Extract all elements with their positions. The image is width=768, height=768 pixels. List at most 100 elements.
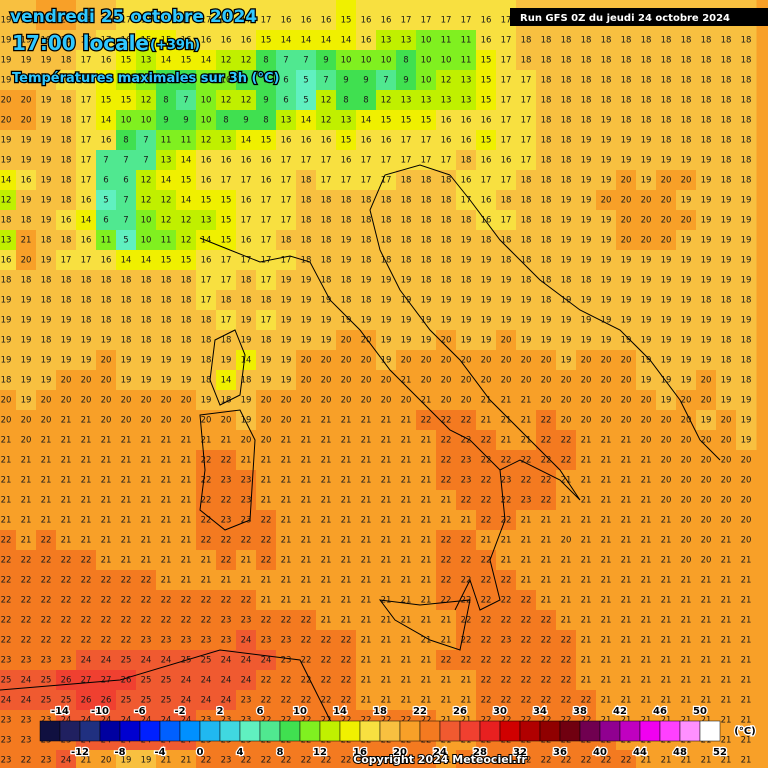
temperature-value: 21 <box>281 536 292 546</box>
temperature-cell <box>116 330 137 351</box>
temperature-cell <box>0 50 17 71</box>
temperature-cell <box>576 50 597 71</box>
temperature-cell <box>716 110 737 131</box>
temperature-value: 23 <box>221 756 232 766</box>
temperature-cell <box>16 210 37 231</box>
temperature-value: 24 <box>241 656 252 666</box>
temperature-value: 24 <box>221 656 232 666</box>
temperature-cell <box>456 30 477 51</box>
temperature-value: 20 <box>741 476 752 486</box>
temperature-value: 21 <box>281 436 292 446</box>
temperature-value: 19 <box>701 176 712 186</box>
temperature-value: 21 <box>441 516 452 526</box>
temperature-value: 21 <box>721 716 732 726</box>
temperature-cell <box>36 230 57 251</box>
temperature-cell <box>256 90 277 111</box>
temperature-cell <box>576 310 597 331</box>
temperature-value: 19 <box>741 416 752 426</box>
temperature-cell <box>336 190 357 211</box>
temperature-cell <box>256 50 277 71</box>
temperature-value: 18 <box>601 96 612 106</box>
temperature-cell <box>196 150 217 171</box>
temperature-value: 20 <box>101 376 112 386</box>
temperature-cell <box>616 210 637 231</box>
temperature-value: 12 <box>161 216 172 226</box>
temperature-cell <box>256 70 277 91</box>
temperature-value: 24 <box>241 636 252 646</box>
temperature-cell <box>336 170 357 191</box>
temperature-value: 19 <box>621 296 632 306</box>
temperature-value: 18 <box>681 96 692 106</box>
temperature-cell <box>396 250 417 271</box>
temperature-cell <box>336 250 357 271</box>
temperature-cell <box>96 130 117 151</box>
temperature-value: 18 <box>581 76 592 86</box>
temperature-value: 21 <box>421 616 432 626</box>
temperature-cell <box>416 250 437 271</box>
temperature-value: 21 <box>1 476 12 486</box>
temperature-value: 22 <box>441 476 452 486</box>
temperature-cell <box>316 50 337 71</box>
temperature-value: 21 <box>641 696 652 706</box>
temperature-cell <box>556 270 577 291</box>
temperature-value: 20 <box>641 436 652 446</box>
temperature-cell <box>236 90 257 111</box>
temperature-value: 19 <box>701 236 712 246</box>
temperature-value: 16 <box>81 196 92 206</box>
temperature-cell <box>596 30 617 51</box>
temperature-value: 21 <box>721 736 732 746</box>
temperature-value: 21 <box>161 436 172 446</box>
temperature-value: 20 <box>301 356 312 366</box>
temperature-value: 22 <box>81 596 92 606</box>
temperature-cell <box>16 330 37 351</box>
temperature-value: 18 <box>741 156 752 166</box>
temperature-value: 19 <box>741 436 752 446</box>
temperature-value: 17 <box>201 276 212 286</box>
temperature-cell <box>356 30 377 51</box>
temperature-cell <box>156 150 177 171</box>
temperature-value: 20 <box>621 176 632 186</box>
temperature-value: 19 <box>21 196 32 206</box>
temperature-value: 21 <box>341 596 352 606</box>
temperature-cell <box>476 250 497 271</box>
temperature-value: 21 <box>601 576 612 586</box>
temperature-cell <box>596 110 617 131</box>
temperature-value: 21 <box>401 476 412 486</box>
temperature-value: 19 <box>121 356 132 366</box>
temperature-value: 19 <box>221 356 232 366</box>
temperature-cell <box>56 50 77 71</box>
legend-swatch <box>679 720 701 742</box>
temperature-value: 19 <box>561 316 572 326</box>
temperature-value: 18 <box>341 276 352 286</box>
temperature-value: 21 <box>141 536 152 546</box>
temperature-value: 22 <box>221 596 232 606</box>
temperature-value: 15 <box>421 116 432 126</box>
temperature-cell <box>316 30 337 51</box>
temperature-value: 16 <box>241 196 252 206</box>
temperature-cell <box>176 270 197 291</box>
temperature-value: 18 <box>721 336 732 346</box>
temperature-value: 22 <box>101 576 112 586</box>
temperature-value: 18 <box>721 56 732 66</box>
temperature-value: 20 <box>261 436 272 446</box>
temperature-value: 18 <box>561 116 572 126</box>
temperature-value: 22 <box>341 756 352 766</box>
temperature-value: 20 <box>721 456 732 466</box>
temperature-cell <box>176 250 197 271</box>
temperature-value: 10 <box>361 56 372 66</box>
temperature-value: 21 <box>281 516 292 526</box>
temperature-value: 20 <box>361 356 372 366</box>
temperature-cell <box>276 70 297 91</box>
temperature-value: 19 <box>721 216 732 226</box>
temperature-value: 20 <box>481 376 492 386</box>
temperature-cell <box>256 270 277 291</box>
temperature-value: 20 <box>741 456 752 466</box>
temperature-value: 22 <box>41 616 52 626</box>
temperature-value: 19 <box>241 316 252 326</box>
temperature-cell <box>576 210 597 231</box>
temperature-value: 21 <box>141 436 152 446</box>
temperature-value: 21 <box>41 476 52 486</box>
temperature-value: 15 <box>401 116 412 126</box>
temperature-value: 18 <box>561 176 572 186</box>
temperature-cell <box>716 230 737 251</box>
